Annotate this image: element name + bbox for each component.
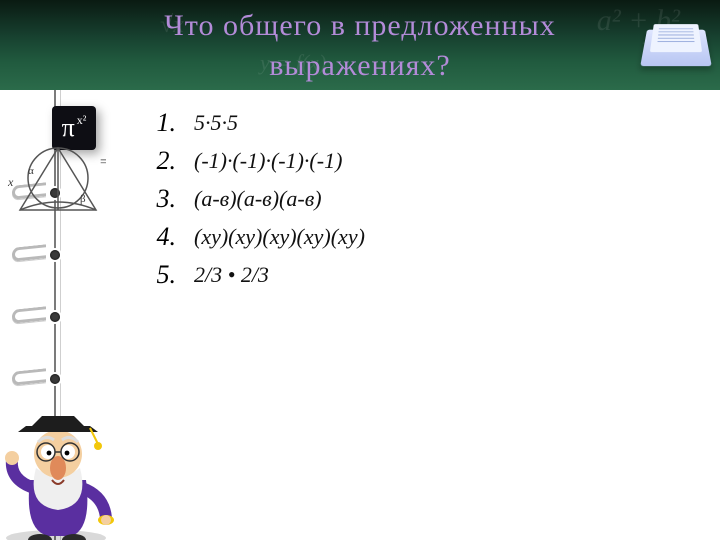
expression-list: 5·5·5(-1)·(-1)·(-1)·(-1)(а-в)(а-в)(а-в)(…	[130, 104, 690, 294]
pi-superscript: x²	[77, 113, 87, 128]
expression-item: (а-в)(а-в)(а-в)	[130, 180, 690, 218]
expression-item: 2/3 • 2/3	[130, 256, 690, 294]
spiral-ring-icon	[18, 308, 56, 326]
svg-text:β: β	[80, 193, 86, 205]
slide-title-line1: Что общего в предложенных	[0, 6, 720, 46]
book-icon	[644, 18, 708, 68]
margin-rule-light	[60, 90, 61, 540]
spiral-ring-icon	[18, 370, 56, 388]
slide-title: Что общего в предложенных выражениях?	[0, 0, 720, 86]
pi-symbol: π	[62, 113, 75, 143]
slide-title-line2: выражениях?	[0, 46, 720, 86]
pi-tile-icon: π x²	[52, 106, 96, 150]
expression-item: (ху)(ху)(ху)(ху)(ху)	[130, 218, 690, 256]
spiral-ring-icon	[18, 246, 56, 264]
spiral-ring-icon	[18, 184, 56, 202]
expression-item: (-1)·(-1)·(-1)·(-1)	[130, 142, 690, 180]
expression-item: 5·5·5	[130, 104, 690, 142]
svg-text:=: =	[100, 155, 106, 170]
slide-banner: a² + b² bx + c √x y = f(x) Что общего в …	[0, 0, 720, 90]
